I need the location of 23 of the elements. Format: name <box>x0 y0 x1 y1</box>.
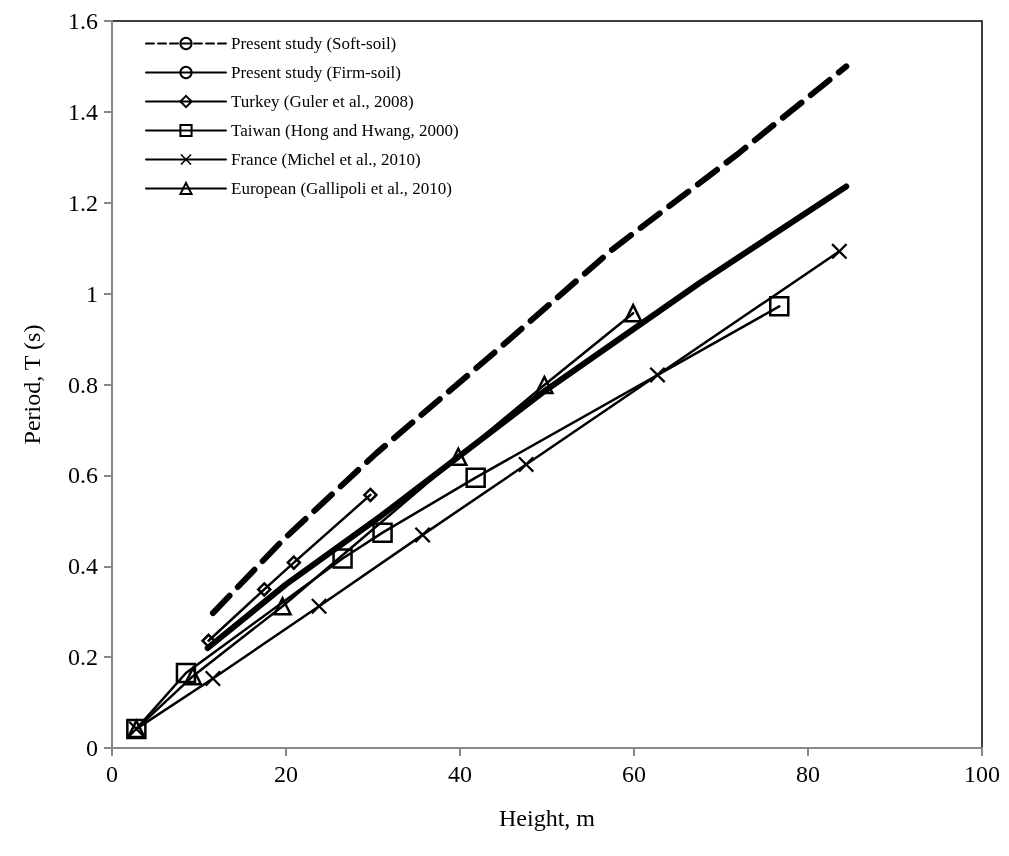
x-tick-label: 100 <box>964 761 1000 787</box>
y-tick-label: 0.2 <box>68 644 98 671</box>
legend-label: Taiwan (Hong and Hwang, 2000) <box>231 121 459 140</box>
x-tick-label: 40 <box>448 761 472 787</box>
x-tick-label: 0 <box>106 761 118 787</box>
legend-label: Turkey (Guler et al., 2008) <box>231 92 414 111</box>
y-tick-label: 0.8 <box>68 371 98 398</box>
x-tick-label: 20 <box>274 761 298 787</box>
legend-label: European (Gallipoli et al., 2010) <box>231 179 452 198</box>
y-tick-label: 1 <box>86 280 98 307</box>
x-axis-title: Height, m <box>499 805 596 831</box>
legend-label: Present study (Firm-soil) <box>231 63 401 82</box>
x-tick-label: 60 <box>622 761 646 787</box>
y-tick-label: 1.2 <box>68 189 98 216</box>
y-tick-label: 0.4 <box>68 553 98 580</box>
x-tick-label: 80 <box>796 761 820 787</box>
legend-label: France (Michel et al., 2010) <box>231 150 421 169</box>
y-tick-label: 0 <box>86 735 98 761</box>
legend-label: Present study (Soft-soil) <box>231 34 397 53</box>
y-tick-label: 1.4 <box>68 98 98 125</box>
y-tick-label: 0.6 <box>68 462 98 489</box>
y-axis-title: Period, T (s) <box>19 324 45 445</box>
y-tick-label: 1.6 <box>68 8 98 34</box>
